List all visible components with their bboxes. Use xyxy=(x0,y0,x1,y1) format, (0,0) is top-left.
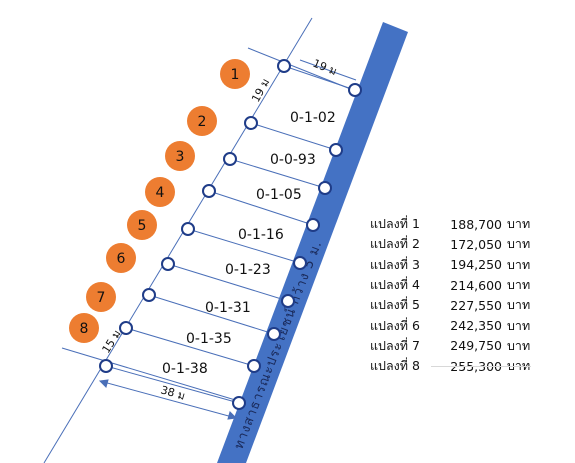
left-boundary-line xyxy=(43,17,313,463)
divider-line xyxy=(229,158,326,189)
boundary-markers xyxy=(99,59,362,410)
price-row-unit: บาท xyxy=(507,337,531,353)
plot-badge-3 xyxy=(165,141,195,171)
price-row-label: แปลงที่ 6 xyxy=(370,317,420,333)
plot-area-2: 0-1-02 xyxy=(290,110,336,126)
plot-area-4: 0-1-05 xyxy=(256,187,302,203)
boundary-marker xyxy=(293,256,307,270)
plot-area-7: 0-1-31 xyxy=(205,300,251,316)
boundary-marker xyxy=(161,257,175,271)
price-row-4: แปลงที่ 4 214,600 บาท xyxy=(370,275,540,295)
price-row-label: แปลงที่ 8 xyxy=(370,358,420,374)
price-row-value: 188,700 xyxy=(450,216,502,232)
price-row-unit: บาท xyxy=(507,277,531,293)
boundary-marker xyxy=(277,59,291,73)
dimension-bottom-side: 15 ม xyxy=(100,328,124,356)
boundary-marker xyxy=(223,152,237,166)
boundary-marker xyxy=(329,143,343,157)
plot-badge-1-label: 1 xyxy=(231,67,240,83)
boundary-marker xyxy=(348,83,362,97)
plot-badge-4-label: 4 xyxy=(156,185,165,201)
plot-area-extra: 0-1-38 xyxy=(162,361,208,377)
plot-badge-3-label: 3 xyxy=(176,149,185,165)
boundary-marker xyxy=(267,327,281,341)
plot-badge-5-label: 5 xyxy=(138,218,147,234)
boundary-marker xyxy=(142,288,156,302)
plot-badge-8 xyxy=(69,313,99,343)
price-row-unit: บาท xyxy=(507,317,531,333)
plot-badge-2 xyxy=(187,106,217,136)
divider-line xyxy=(283,65,356,91)
boundary-marker xyxy=(247,359,261,373)
boundary-marker xyxy=(244,116,258,130)
boundary-marker xyxy=(306,218,320,232)
plot-badge-7 xyxy=(86,282,116,312)
divider-line xyxy=(167,263,289,302)
plot-badge-2-label: 2 xyxy=(198,114,207,130)
price-row-unit: บาท xyxy=(507,216,531,232)
divider-line xyxy=(208,190,314,226)
plot-area-5: 0-1-16 xyxy=(238,227,284,243)
plot-badge-7-label: 7 xyxy=(97,290,106,306)
price-row-unit: บาท xyxy=(507,256,531,272)
price-row-unit: บาท xyxy=(507,236,531,252)
divider-line xyxy=(187,228,301,264)
boundary-marker xyxy=(281,294,295,308)
price-row-6: แปลงที่ 6 242,350 บาท xyxy=(370,315,540,335)
public-road xyxy=(217,22,408,463)
price-row-3: แปลงที่ 3 194,250 บาท xyxy=(370,255,540,275)
plot-area-3: 0-0-93 xyxy=(270,152,316,168)
divider-line xyxy=(125,327,255,367)
boundary-marker xyxy=(119,321,133,335)
price-row-7: แปลงที่ 7 249,750 บาท xyxy=(370,336,540,356)
plot-badge-5 xyxy=(127,210,157,240)
table-rule xyxy=(431,366,531,367)
plot-dividers xyxy=(105,65,356,404)
dimension-arrow-bottom xyxy=(98,379,238,420)
price-row-2: แปลงที่ 2 172,050 บาท xyxy=(370,234,540,254)
bottom-boundary-line xyxy=(61,347,243,403)
divider-line xyxy=(105,365,240,404)
price-row-5: แปลงที่ 5 227,550 บาท xyxy=(370,295,540,315)
price-row-value: 214,600 xyxy=(450,277,502,293)
price-row-unit: บาท xyxy=(507,297,531,313)
plot-badge-8-label: 8 xyxy=(80,321,89,337)
boundary-marker xyxy=(181,222,195,236)
boundary-marker xyxy=(318,181,332,195)
price-row-value: 172,050 xyxy=(450,236,502,252)
divider-line xyxy=(250,122,337,151)
plot-badges: 1 2 3 4 5 6 7 8 xyxy=(69,59,250,343)
price-row-value: 227,550 xyxy=(450,297,502,313)
price-row-value: 249,750 xyxy=(450,338,502,354)
price-row-label: แปลงที่ 2 xyxy=(370,236,420,252)
price-row-value: 194,250 xyxy=(450,257,502,273)
boundary-marker xyxy=(202,184,216,198)
price-row-label: แปลงที่ 7 xyxy=(370,337,420,353)
price-row-value: 242,350 xyxy=(450,318,502,334)
plot-badge-6 xyxy=(106,243,136,273)
price-row-unit: บาท xyxy=(507,358,531,374)
price-row-label: แปลงที่ 4 xyxy=(370,277,420,293)
plot-area-6: 0-1-23 xyxy=(225,262,271,278)
plot-badge-1 xyxy=(220,59,250,89)
boundary-marker xyxy=(232,396,246,410)
price-row-label: แปลงที่ 3 xyxy=(370,256,420,272)
plot-badge-4 xyxy=(145,177,175,207)
price-row-1: แปลงที่ 1 188,700 บาท xyxy=(370,214,540,234)
dimension-arrow-top xyxy=(299,59,357,81)
price-row-label: แปลงที่ 1 xyxy=(370,216,420,232)
divider-line xyxy=(148,294,275,335)
plot-badge-6-label: 6 xyxy=(117,251,126,267)
plot-area-8: 0-1-35 xyxy=(186,331,232,347)
plot-price-table: แปลงที่ 1 188,700 บาท แปลงที่ 2 172,050 … xyxy=(370,214,540,376)
dimension-bottom-width: 38 ม xyxy=(159,383,186,402)
boundary-marker xyxy=(99,359,113,373)
price-row-label: แปลงที่ 5 xyxy=(370,297,420,313)
